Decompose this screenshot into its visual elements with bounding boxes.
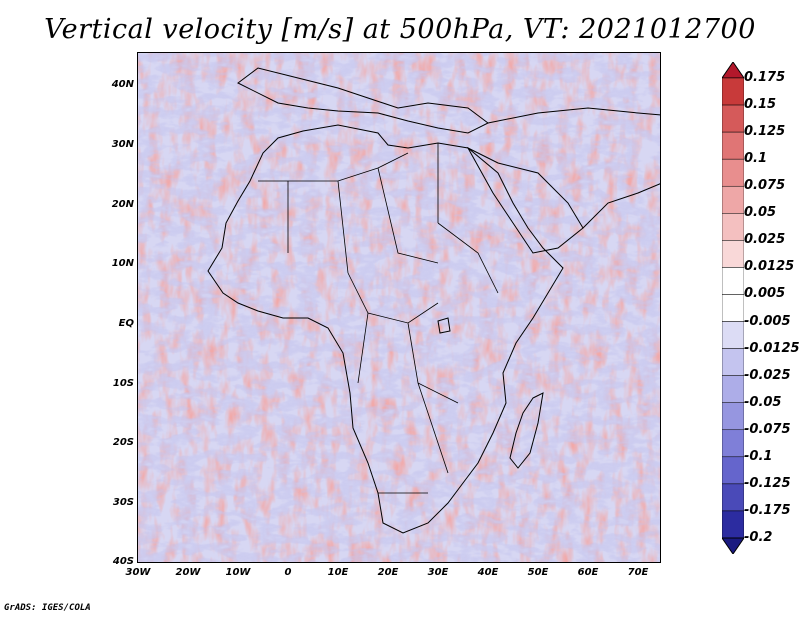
lon-label-50e: 50E (527, 567, 549, 578)
colorbar-segment (722, 213, 744, 241)
colorbar-tick-label: 0.0125 (744, 259, 795, 275)
lake-victoria (437, 317, 451, 334)
arabia-coastline (466, 146, 584, 254)
colorbar-segment (722, 294, 744, 322)
colorbar-tick-label: -0.2 (744, 530, 773, 545)
colorbar-segment (722, 375, 744, 403)
lon-label-30e: 30E (427, 567, 449, 578)
colorbar-segment (722, 104, 744, 133)
colorbar-tick-label: -0.005 (744, 313, 791, 329)
colorbar-segment (722, 483, 744, 512)
lat-label-40n: 40N (111, 79, 134, 90)
colorbar-segment (722, 510, 744, 539)
lat-label-40s: 40S (112, 556, 134, 567)
colorbar-segment (722, 131, 744, 160)
lon-label-10w: 10W (225, 567, 251, 578)
colorbar-tick-label: 0.05 (744, 205, 777, 221)
colorbar-tick-label: -0.075 (744, 421, 791, 437)
lon-label-0: 0 (284, 567, 292, 578)
africa-coastline (207, 124, 564, 534)
lon-label-60e: 60E (577, 567, 599, 578)
lat-label-10n: 10N (111, 258, 134, 269)
lat-label-30n: 30N (111, 139, 134, 150)
colorbar-tick-label: 0.175 (744, 70, 786, 85)
colorbar-tick-label: -0.05 (744, 394, 782, 410)
colorbar-top-arrow (722, 62, 744, 79)
lon-label-30w: 30W (125, 567, 151, 578)
colorbar (722, 62, 744, 554)
lat-label-20s: 20S (112, 437, 134, 448)
map-plot-area (137, 52, 661, 563)
colorbar-tick-label: 0.15 (744, 97, 777, 113)
grads-credit: GrADS: IGES/COLA (4, 603, 91, 613)
lon-label-20w: 20W (175, 567, 201, 578)
colorbar-segment (722, 240, 744, 268)
lat-label-30s: 30S (112, 497, 134, 508)
colorbar-tick-label: -0.1 (744, 448, 773, 464)
lon-label-20e: 20E (377, 567, 399, 578)
colorbar-segment (722, 348, 744, 376)
country-borders (258, 143, 499, 494)
colorbar-tick-label: 0.025 (744, 232, 786, 248)
colorbar-bottom-arrow (722, 537, 744, 554)
colorbar-tick-label: 0.1 (744, 151, 768, 167)
lat-label-20n: 20N (111, 199, 134, 210)
colorbar-tick-label: 0.075 (744, 178, 786, 194)
colorbar-segment (722, 267, 744, 295)
asia-coastline (487, 107, 660, 229)
lat-label-10s: 10S (112, 378, 134, 389)
colorbar-tick-label: -0.125 (744, 475, 791, 491)
map-title: Vertical velocity [m/s] at 500hPa, VT: 2… (44, 14, 756, 45)
colorbar-tick-label: -0.0125 (744, 340, 800, 356)
lon-label-10e: 10E (327, 567, 349, 578)
coastlines (207, 67, 660, 534)
colorbar-tick-label: 0.005 (744, 286, 786, 302)
colorbar-segment (722, 402, 744, 431)
lat-label-eq: EQ (118, 318, 134, 329)
colorbar-tick-label: -0.025 (744, 367, 791, 383)
colorbar-tick-label: -0.175 (744, 502, 791, 518)
madagascar-coastline (509, 392, 544, 469)
lon-label-70e: 70E (627, 567, 649, 578)
lon-label-40e: 40E (477, 567, 499, 578)
colorbar-segment (722, 429, 744, 458)
colorbar-segment (722, 321, 744, 349)
colorbar-segment (722, 77, 744, 106)
colorbar-segment (722, 158, 744, 187)
colorbar-tick-label: 0.125 (744, 124, 786, 140)
colorbar-segment (722, 456, 744, 485)
colorbar-segment (722, 185, 744, 214)
